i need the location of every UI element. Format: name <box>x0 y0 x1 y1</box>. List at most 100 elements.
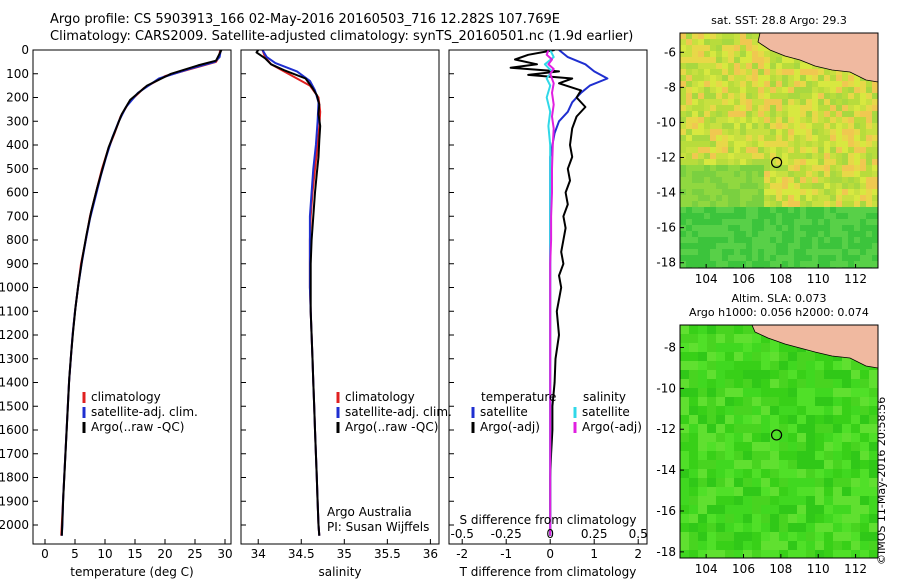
map-cell <box>860 87 867 94</box>
depth-tick-label: 600 <box>6 186 29 200</box>
map-cell <box>698 165 705 172</box>
map-cell <box>758 129 765 136</box>
map-cell <box>842 442 852 452</box>
map-cell <box>836 165 843 172</box>
map-cell <box>680 87 687 94</box>
map-cell <box>758 171 765 178</box>
map-cell <box>734 117 741 124</box>
map-cell <box>824 123 831 130</box>
map-cell <box>860 153 867 160</box>
map-cell <box>854 249 861 256</box>
map-cell <box>680 129 687 136</box>
map-cell <box>746 255 753 262</box>
map-cell <box>812 195 819 202</box>
map-cell <box>770 177 777 184</box>
x-tick-label: 35 <box>337 547 352 561</box>
map-cell <box>842 117 849 124</box>
map-cell <box>698 63 705 70</box>
map-cell <box>689 370 699 380</box>
map-cell <box>794 153 801 160</box>
map-cell <box>866 93 873 100</box>
map-cell <box>743 370 753 380</box>
map-cell <box>779 424 789 434</box>
map-cell <box>776 207 783 214</box>
map-cell <box>734 39 741 46</box>
map-cell <box>704 171 711 178</box>
map-cell <box>788 424 798 434</box>
map-cell <box>824 225 831 232</box>
map-cell <box>752 541 762 551</box>
map-cell <box>680 51 687 58</box>
map-cell <box>710 81 717 88</box>
depth-tick-label: 1500 <box>0 399 29 413</box>
map-cell <box>752 388 762 398</box>
map-cell <box>734 63 741 70</box>
map-cell <box>866 153 873 160</box>
map-cell <box>770 370 780 380</box>
map-cell <box>680 195 687 202</box>
map-cell <box>776 255 783 262</box>
map-cell <box>806 219 813 226</box>
figure-title-line2: Climatology: CARS2009. Satellite-adjuste… <box>50 29 634 44</box>
map-cell <box>779 370 789 380</box>
map-cell <box>842 183 849 190</box>
map-cell <box>836 231 843 238</box>
map-cell <box>800 123 807 130</box>
map-cell <box>776 87 783 94</box>
map-cell <box>830 183 837 190</box>
map-cell <box>698 207 705 214</box>
t-difference-label: T difference from climatology <box>459 565 637 579</box>
map-cell <box>776 159 783 166</box>
map-cell <box>686 207 693 214</box>
map-cell <box>770 255 777 262</box>
map-cell <box>680 123 687 130</box>
map-cell <box>842 249 849 256</box>
map-cell <box>854 141 861 148</box>
map-cell <box>707 397 717 407</box>
map-cell <box>860 460 870 470</box>
map-cell <box>746 207 753 214</box>
map-cell <box>848 237 855 244</box>
map-cell <box>722 177 729 184</box>
map-cell <box>794 141 801 148</box>
map-cell <box>746 33 753 40</box>
map-cell <box>797 460 807 470</box>
map-cell <box>716 451 726 461</box>
map-cell <box>710 39 717 46</box>
map-cell <box>848 183 855 190</box>
map-cell <box>842 81 849 88</box>
map-x-tick-label: 104 <box>695 272 718 286</box>
map-cell <box>770 171 777 178</box>
map-cell <box>752 57 759 64</box>
map-cell <box>704 63 711 70</box>
map-y-tick-label: -12 <box>656 422 676 436</box>
sst-map-frame <box>679 32 879 269</box>
map-cell <box>860 370 870 380</box>
map-cell <box>815 514 825 524</box>
map-cell <box>800 69 807 76</box>
map-cell <box>692 105 699 112</box>
map-cell <box>707 379 717 389</box>
depth-tick-label: 1900 <box>0 494 29 508</box>
map-cell <box>728 57 735 64</box>
map-cell <box>806 177 813 184</box>
map-cell <box>782 213 789 220</box>
map-cell <box>728 255 735 262</box>
map-cell <box>698 261 705 268</box>
map-cell <box>869 379 878 389</box>
map-cell <box>740 129 747 136</box>
map-cell <box>764 111 771 118</box>
map-cell <box>860 201 867 208</box>
map-cell <box>833 388 843 398</box>
map-cell <box>788 141 795 148</box>
map-cell <box>830 249 837 256</box>
map-cell <box>866 135 873 142</box>
map-cell <box>800 75 807 82</box>
map-cell <box>698 379 708 389</box>
map-cell <box>716 135 723 142</box>
map-cell <box>722 45 729 52</box>
map-cell <box>752 406 762 416</box>
s-difference-axis: -0.5 -0.25 0 0.25 0.5 <box>450 527 647 541</box>
temperature-panel: 0100200300400500600700800900100011001200… <box>0 43 233 579</box>
map-cell <box>707 451 717 461</box>
